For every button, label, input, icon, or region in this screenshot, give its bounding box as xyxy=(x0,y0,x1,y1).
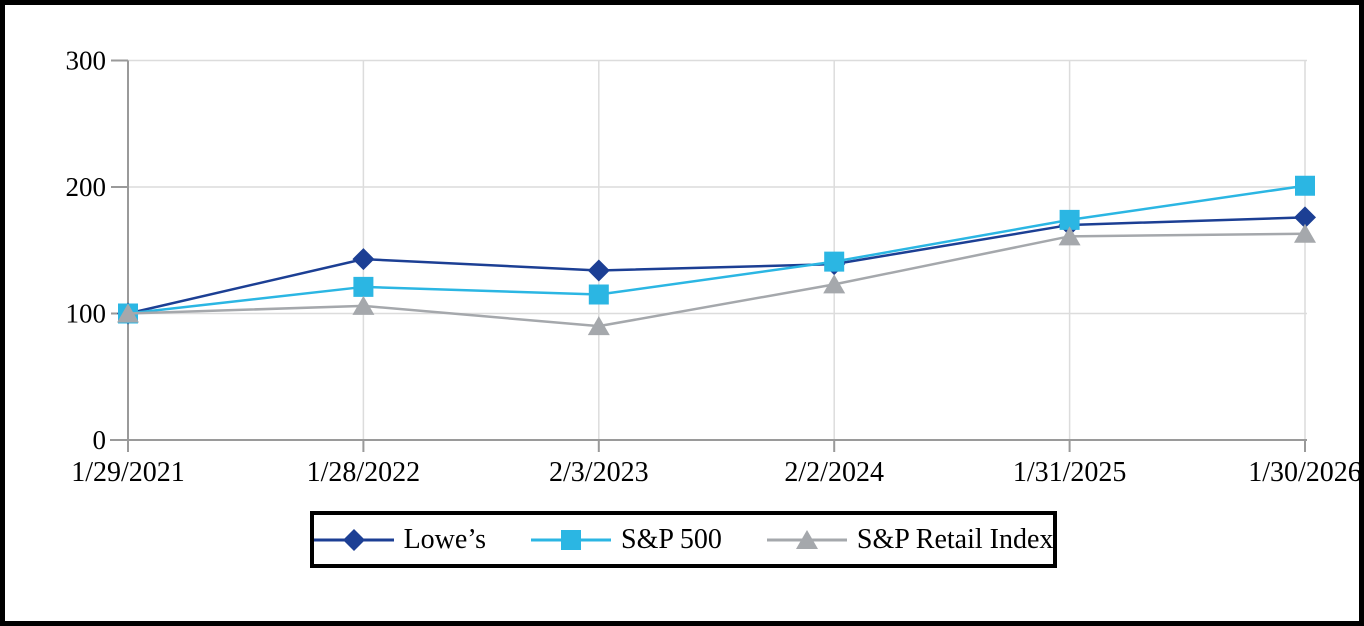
series-line-s-p-retail-index xyxy=(127,232,1306,328)
x-axis-label: 1/30/2026 xyxy=(1248,457,1362,488)
axis-labels: 0 100 200 300 1/29/2021 1/28/2022 2/3/2023 2/2/… xyxy=(66,46,1362,489)
lowe-s-diamond-marker xyxy=(1294,206,1316,229)
legend-item-s-p-500: S&P 500 xyxy=(531,523,722,557)
series-lowe-s xyxy=(117,206,1316,325)
series-line-s-p-500 xyxy=(127,184,1306,315)
y-axis-label: 200 xyxy=(66,172,107,202)
s-p-retail-index-triangle-marker xyxy=(352,295,375,315)
s-p-500-square-marker xyxy=(353,276,374,297)
series-line-lowe-s xyxy=(127,216,1306,315)
s-p-retail-index-triangle-marker xyxy=(823,274,846,294)
gridlines xyxy=(128,59,1307,440)
chart-legend: Lowe’s S&P 500 S&P Retail Index xyxy=(310,511,1057,568)
s-p-500-square-marker xyxy=(1295,175,1315,196)
x-axis-label: 1/29/2021 xyxy=(71,457,185,488)
y-axis-label: 0 xyxy=(93,425,107,455)
lowe-s-legend-marker xyxy=(342,528,365,551)
lowe-s-diamond-marker xyxy=(587,259,610,282)
legend-label-s-p-500: S&P 500 xyxy=(621,523,722,555)
x-axis-label: 1/31/2025 xyxy=(1013,457,1127,488)
lowe-s-legend-diamond-icon xyxy=(313,528,394,551)
s-p-500-legend-marker xyxy=(561,529,582,550)
axes xyxy=(110,59,1307,452)
s-p-retail-index-triangle-marker xyxy=(117,303,139,323)
y-axis-label: 100 xyxy=(66,299,107,329)
legend-label-lowe-s: Lowe’s xyxy=(403,523,487,555)
x-axis-label: 2/2/2024 xyxy=(784,457,884,488)
s-p-retail-index-triangle-marker xyxy=(587,316,610,336)
s-p-retail-index-triangle-marker xyxy=(1058,226,1081,246)
s-p-500-square-marker xyxy=(1059,209,1080,230)
x-axis-label: 1/28/2022 xyxy=(307,457,421,488)
s-p-retail-index-triangle-marker xyxy=(1294,223,1316,243)
lowe-s-diamond-marker xyxy=(352,248,375,271)
legend-item-s-p-retail-index: S&P Retail Index xyxy=(766,523,1054,557)
y-axis-label: 300 xyxy=(66,46,107,76)
x-axis-label: 2/3/2023 xyxy=(549,457,649,488)
s-p-500-square-marker xyxy=(588,284,609,305)
series-s-p-retail-index xyxy=(117,223,1316,336)
series-s-p-500 xyxy=(118,175,1315,324)
s-p-500-legend-square-icon xyxy=(531,529,612,550)
s-p-retail-index-legend-marker xyxy=(795,529,818,549)
legend-label-s-p-retail-index: S&P Retail Index xyxy=(856,523,1054,555)
s-p-retail-index-legend-triangle-icon xyxy=(766,529,847,549)
s-p-500-square-marker xyxy=(824,251,845,272)
legend-item-lowe-s: Lowe’s xyxy=(313,523,487,557)
